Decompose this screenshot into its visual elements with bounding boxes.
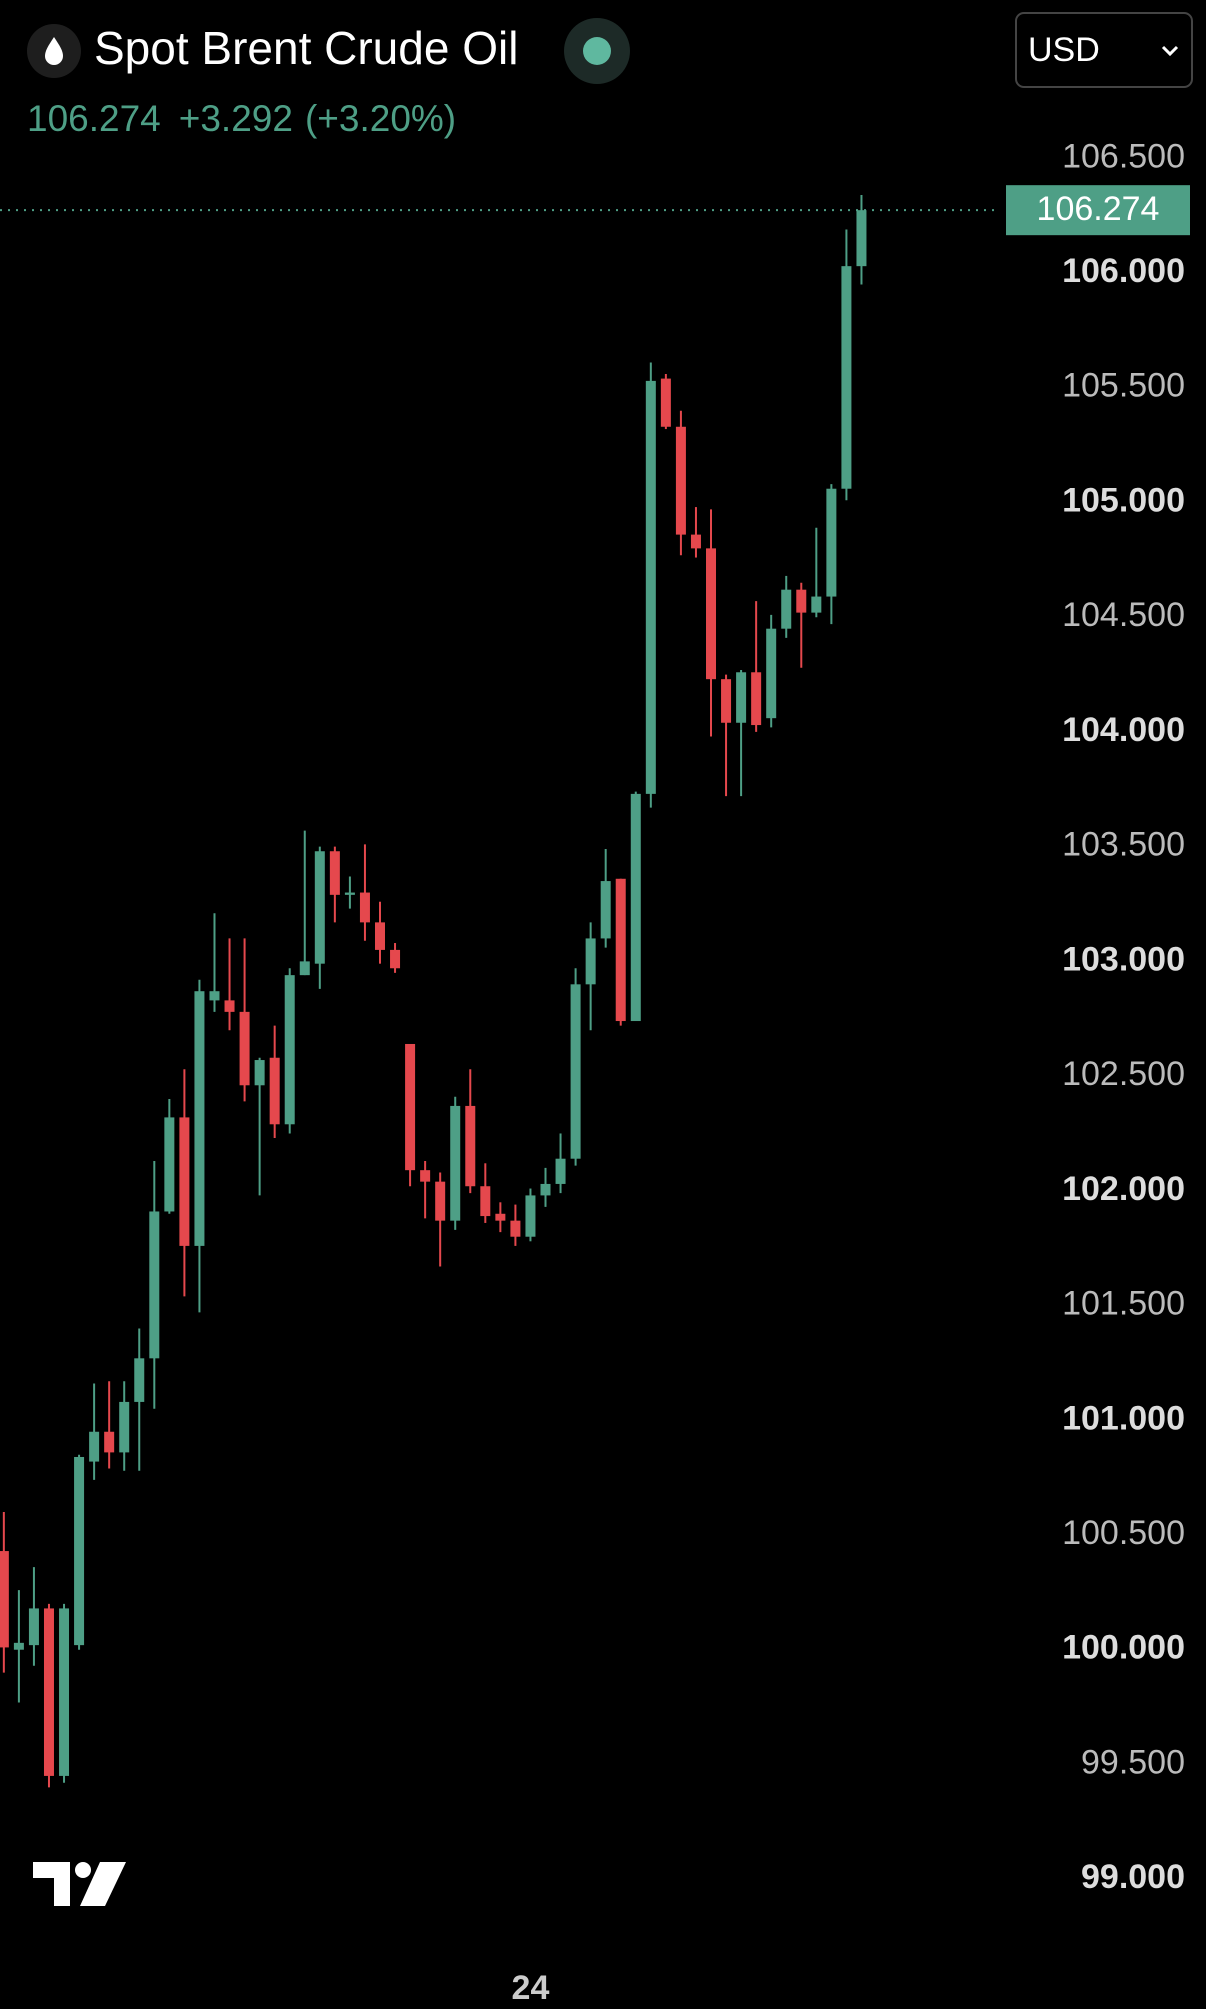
y-tick-label: 101.500 xyxy=(1062,1285,1185,1323)
last-price-box xyxy=(1006,185,1190,236)
drop-icon xyxy=(45,37,63,65)
candle-body xyxy=(299,961,310,976)
candle-body xyxy=(721,679,732,723)
candle-body xyxy=(766,628,777,719)
candle-body xyxy=(420,1170,431,1182)
candle-body xyxy=(510,1220,521,1237)
candle-body xyxy=(344,892,355,895)
last-price: 106.274 xyxy=(27,98,161,139)
candle-body xyxy=(390,949,401,969)
y-tick-label: 103.000 xyxy=(1062,940,1185,978)
candle-body xyxy=(585,938,596,985)
candle-body xyxy=(736,672,747,723)
y-tick-label: 99.500 xyxy=(1081,1743,1185,1781)
candle-body xyxy=(74,1456,85,1646)
y-tick-label: 106.000 xyxy=(1062,252,1185,290)
last-price-label: 106.274 xyxy=(1037,190,1160,228)
candle-body xyxy=(359,892,370,923)
candle-body xyxy=(826,488,837,597)
price-summary: 106.274 +3.292 (+3.20%) xyxy=(27,98,456,139)
candle-body xyxy=(615,878,626,1022)
candle-body xyxy=(329,851,340,895)
candle-body xyxy=(751,672,762,726)
x-tick-label: 24 xyxy=(512,1969,550,2007)
candle-body xyxy=(856,210,867,267)
y-tick-label: 104.000 xyxy=(1062,711,1185,749)
change: +3.292 xyxy=(179,98,293,139)
candle-body xyxy=(284,975,295,1125)
candle-body xyxy=(690,534,701,549)
candle-body xyxy=(374,922,385,950)
candle-body xyxy=(149,1211,160,1359)
currency-label: USD xyxy=(1028,31,1100,69)
y-tick-label: 102.500 xyxy=(1062,1055,1185,1093)
candle-body xyxy=(450,1105,461,1221)
candle-body xyxy=(435,1181,446,1221)
y-tick-label: 100.000 xyxy=(1062,1629,1185,1667)
candle-body xyxy=(59,1608,70,1776)
candle-body xyxy=(480,1186,491,1217)
change-percent: (+3.20%) xyxy=(305,98,456,139)
candle-body xyxy=(645,380,656,794)
candle-body xyxy=(675,426,686,535)
candle-body xyxy=(43,1608,54,1776)
tradingview-logo xyxy=(33,1862,126,1906)
candle-body xyxy=(179,1117,190,1246)
candle-body xyxy=(89,1431,100,1462)
candle-body xyxy=(555,1158,566,1184)
y-tick-label: 99.000 xyxy=(1081,1858,1185,1896)
candle-body xyxy=(194,991,205,1246)
y-tick-label: 102.000 xyxy=(1062,1170,1185,1208)
currency-select[interactable] xyxy=(1015,12,1193,88)
y-tick-label: 105.000 xyxy=(1062,481,1185,519)
candle-body xyxy=(164,1117,175,1212)
candle-body xyxy=(28,1608,39,1646)
candle-body xyxy=(104,1431,115,1453)
candle-body xyxy=(660,378,671,427)
candle-body xyxy=(314,851,325,964)
candle-body xyxy=(224,1000,235,1012)
y-tick-label: 104.500 xyxy=(1062,596,1185,634)
candle-body xyxy=(525,1195,536,1237)
chart-title: Spot Brent Crude Oil xyxy=(94,22,518,74)
candle-body xyxy=(254,1060,265,1086)
candle-body xyxy=(134,1358,145,1402)
candle-body xyxy=(796,589,807,613)
candle-body xyxy=(495,1213,506,1221)
candle-body xyxy=(600,881,611,939)
candle-body xyxy=(0,1551,9,1648)
candle-body xyxy=(570,984,581,1159)
candle-body xyxy=(811,596,822,613)
candle-body xyxy=(405,1043,416,1171)
y-tick-label: 105.500 xyxy=(1062,367,1185,405)
candle-body xyxy=(630,793,641,1022)
candle-body xyxy=(13,1642,24,1650)
status-dot xyxy=(583,37,611,65)
candle-body xyxy=(841,266,852,489)
candle-body xyxy=(209,991,220,1001)
candle-body xyxy=(269,1057,280,1125)
candle-body xyxy=(119,1401,130,1453)
dropdown-arrow xyxy=(1161,45,1179,57)
candle-body xyxy=(540,1183,551,1196)
candle-body xyxy=(706,548,717,680)
y-tick-label: 103.500 xyxy=(1062,826,1185,864)
candle-body xyxy=(465,1105,476,1187)
y-tick-label: 106.500 xyxy=(1062,137,1185,175)
y-tick-label: 100.500 xyxy=(1062,1514,1185,1552)
candle-body xyxy=(239,1011,250,1086)
candle-body xyxy=(781,589,792,629)
y-tick-label: 101.000 xyxy=(1062,1399,1185,1437)
